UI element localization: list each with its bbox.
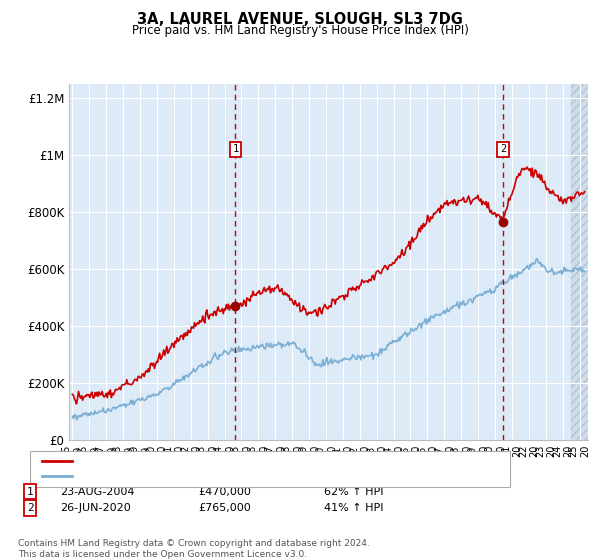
Text: HPI: Average price, detached house, Slough: HPI: Average price, detached house, Slou… bbox=[78, 471, 307, 481]
Text: £765,000: £765,000 bbox=[198, 503, 251, 513]
Text: Contains HM Land Registry data © Crown copyright and database right 2024.
This d: Contains HM Land Registry data © Crown c… bbox=[18, 539, 370, 559]
Text: 1: 1 bbox=[26, 487, 34, 497]
Text: 3A, LAUREL AVENUE, SLOUGH, SL3 7DG: 3A, LAUREL AVENUE, SLOUGH, SL3 7DG bbox=[137, 12, 463, 27]
Text: 1: 1 bbox=[232, 144, 238, 155]
Bar bbox=[571, 84, 600, 440]
Text: 62% ↑ HPI: 62% ↑ HPI bbox=[324, 487, 383, 497]
Text: 3A, LAUREL AVENUE, SLOUGH, SL3 7DG (detached house): 3A, LAUREL AVENUE, SLOUGH, SL3 7DG (deta… bbox=[78, 456, 380, 466]
Text: 2: 2 bbox=[500, 144, 506, 155]
Text: £470,000: £470,000 bbox=[198, 487, 251, 497]
Bar bbox=[571, 84, 596, 440]
Text: 26-JUN-2020: 26-JUN-2020 bbox=[60, 503, 131, 513]
Text: 2: 2 bbox=[26, 503, 34, 513]
Text: 41% ↑ HPI: 41% ↑ HPI bbox=[324, 503, 383, 513]
Text: 23-AUG-2004: 23-AUG-2004 bbox=[60, 487, 134, 497]
Text: Price paid vs. HM Land Registry's House Price Index (HPI): Price paid vs. HM Land Registry's House … bbox=[131, 24, 469, 36]
